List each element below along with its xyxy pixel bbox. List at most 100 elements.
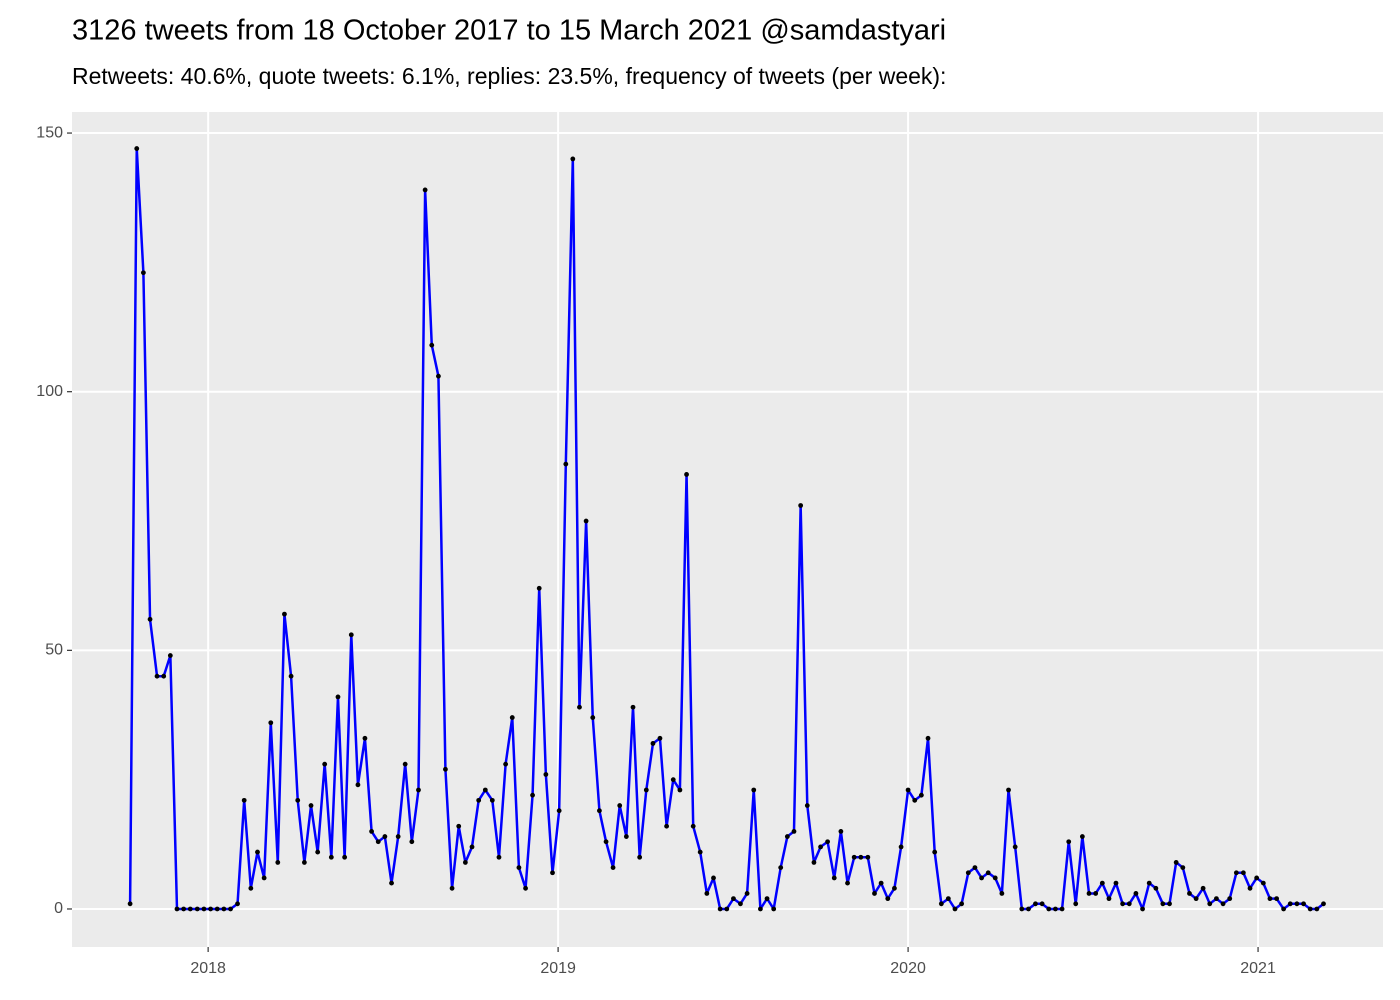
point [550, 870, 555, 876]
point [167, 653, 173, 658]
point [449, 885, 455, 891]
point [959, 901, 965, 907]
point [1287, 901, 1293, 907]
point [1167, 901, 1172, 907]
point [972, 865, 978, 870]
point [241, 797, 247, 803]
x-tick-label: 2020 [890, 960, 926, 977]
point [282, 611, 287, 617]
point [952, 906, 958, 912]
point [583, 518, 589, 524]
point [1247, 885, 1253, 891]
point [938, 901, 944, 907]
point [637, 854, 643, 860]
point [697, 849, 703, 855]
point [985, 870, 991, 876]
point [623, 834, 629, 839]
x-tick-label: 2019 [540, 960, 576, 977]
point [711, 875, 716, 881]
point [1314, 906, 1320, 912]
point [1153, 885, 1159, 891]
point [348, 632, 354, 638]
point [416, 787, 421, 793]
point [1281, 906, 1287, 912]
point [925, 735, 931, 741]
point [422, 187, 428, 193]
point [979, 875, 984, 881]
point [1099, 880, 1105, 886]
point [905, 787, 911, 793]
point [945, 896, 951, 902]
point [443, 766, 448, 772]
point [255, 849, 260, 855]
point [154, 673, 160, 679]
point [295, 797, 301, 803]
point [932, 849, 938, 855]
point [543, 772, 549, 777]
point [1307, 906, 1313, 912]
point [798, 503, 804, 508]
point [214, 906, 220, 912]
point [818, 844, 823, 850]
point [577, 704, 582, 710]
point [1260, 880, 1266, 886]
point [1093, 891, 1099, 896]
point [201, 906, 207, 912]
point [402, 761, 408, 767]
point [717, 906, 723, 912]
point [1274, 896, 1280, 902]
point [181, 906, 187, 912]
point [1301, 901, 1306, 907]
point [1214, 896, 1219, 902]
point [1106, 896, 1112, 902]
point [1227, 896, 1233, 902]
point [617, 803, 623, 808]
point [174, 906, 180, 912]
point [248, 885, 254, 891]
point [1012, 844, 1018, 850]
point [228, 906, 233, 912]
point [1113, 880, 1119, 886]
y-tick-label: 0 [54, 900, 63, 917]
point [610, 865, 616, 870]
point [563, 461, 569, 467]
point [1053, 906, 1058, 912]
y-tick-label: 150 [36, 124, 63, 141]
point [328, 854, 334, 860]
y-tick-label: 50 [45, 642, 63, 659]
point [992, 875, 998, 881]
point [670, 777, 676, 783]
point [476, 797, 482, 803]
point [1120, 901, 1126, 907]
point [322, 761, 328, 767]
point [738, 901, 743, 907]
point [811, 860, 817, 865]
point [731, 896, 736, 902]
point [1039, 901, 1045, 907]
point [838, 828, 844, 834]
point [235, 901, 240, 907]
point [509, 715, 515, 720]
point [878, 880, 884, 886]
point [892, 885, 897, 891]
x-tick-label: 2021 [1240, 960, 1276, 977]
point [684, 472, 689, 477]
point [469, 844, 475, 850]
point [355, 782, 361, 788]
point [791, 828, 797, 834]
point [489, 797, 495, 803]
point [456, 823, 462, 829]
point [825, 839, 830, 845]
point [375, 839, 381, 845]
point [315, 849, 321, 855]
point [342, 854, 348, 860]
point [831, 875, 837, 881]
y-tick-label: 100 [36, 383, 63, 400]
point [677, 787, 683, 793]
point [147, 616, 153, 622]
point [603, 839, 609, 845]
point [462, 860, 468, 865]
point [690, 823, 696, 829]
point [1207, 901, 1213, 907]
point [1160, 901, 1166, 907]
